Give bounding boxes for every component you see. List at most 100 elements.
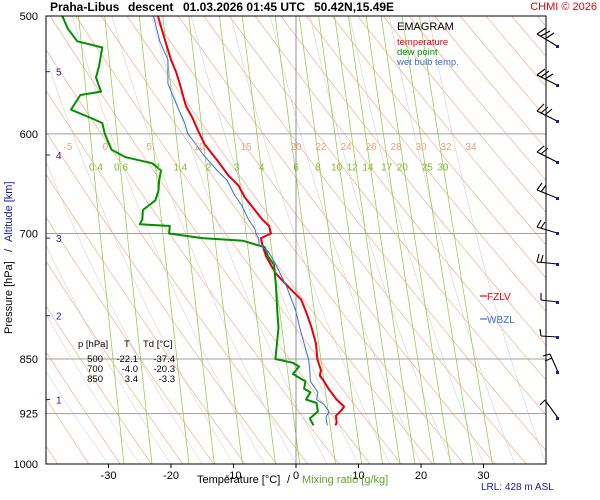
mixing-ratio-line bbox=[188, 16, 243, 464]
dry-adiabat bbox=[331, 16, 546, 279]
mixing-ratio-label: 4 bbox=[259, 162, 265, 173]
mixing-ratio-line bbox=[298, 16, 363, 464]
table-header-td: Td [°C] bbox=[143, 339, 173, 350]
dry-adiabat bbox=[229, 16, 546, 416]
x-tick-label: -10 bbox=[226, 470, 242, 482]
dry-adiabat bbox=[46, 260, 183, 464]
altitude-tick-label: 5 bbox=[56, 68, 62, 79]
dry-adiabat bbox=[126, 16, 465, 464]
dry-adiabat-label: 34 bbox=[465, 142, 477, 153]
dry-adiabat bbox=[408, 16, 546, 181]
dry-adiabat-label: 15 bbox=[240, 142, 252, 153]
wind-barb-10 bbox=[542, 353, 559, 374]
ylabel-left: Pressure [hPa] bbox=[3, 261, 15, 334]
moist-adiabat bbox=[349, 16, 484, 464]
tick-layer: -30 -20 -10 0 10 20 30500600700850925100012345… bbox=[14, 11, 490, 482]
dry-adiabat-label: 22 bbox=[315, 142, 327, 153]
mixing-ratio-line bbox=[274, 16, 336, 464]
dew-point-series bbox=[61, 16, 319, 426]
dry-adiabat-label: 32 bbox=[440, 142, 452, 153]
mixing-ratio-line bbox=[419, 16, 493, 464]
mixing-ratio-label: 30 bbox=[437, 162, 449, 173]
xlabel-temp: Temperature [°C] bbox=[197, 474, 280, 486]
dry-adiabat bbox=[177, 16, 527, 464]
pressure-tick-label: 1000 bbox=[14, 459, 38, 471]
mixing-ratio-label: 17 bbox=[381, 162, 393, 173]
table-header-p: p [hPa] bbox=[78, 339, 108, 350]
wbzl-marker: WBZL bbox=[480, 315, 515, 326]
pressure-tick-label: 850 bbox=[20, 354, 38, 366]
wind-barbs bbox=[536, 27, 559, 420]
legend-wet-bulb: wet bulb temp. bbox=[396, 57, 459, 68]
wbzl-label: WBZL bbox=[487, 315, 515, 326]
dry-adiabat bbox=[46, 397, 90, 464]
legend-temperature: temperature bbox=[397, 37, 448, 48]
table-row-700-p: 700 bbox=[87, 364, 103, 375]
dry-adiabat-label: 24 bbox=[340, 142, 352, 153]
dry-adiabat bbox=[280, 16, 546, 347]
dry-adiabat bbox=[434, 16, 546, 150]
dry-adiabat bbox=[152, 16, 496, 464]
mixing-ratio-label: 1.4 bbox=[173, 162, 187, 173]
dry-adiabat-label: 26 bbox=[365, 142, 377, 153]
table-row-850-td: -3.3 bbox=[159, 374, 175, 385]
mixing-ratio-label: 12 bbox=[347, 162, 359, 173]
header-datetime: 01.03.2026 01:45 UTC bbox=[183, 0, 305, 14]
moist-adiabat bbox=[46, 56, 234, 464]
x-tick-label: 20 bbox=[415, 470, 427, 482]
table-row-500-t: -22.1 bbox=[116, 354, 138, 365]
dry-adiabat-label: -5 bbox=[63, 142, 72, 153]
dry-adiabat bbox=[536, 16, 546, 27]
table-row-850-p: 850 bbox=[87, 374, 103, 385]
legend-dew-point: dew point bbox=[397, 47, 438, 58]
moist-adiabat bbox=[111, 16, 297, 464]
dry-adiabat bbox=[588, 16, 600, 464]
wind-barb-1 bbox=[536, 27, 559, 48]
mixing-ratio-line bbox=[348, 16, 416, 464]
sounding-table: p [hPa] T Td [°C] 500 -22.1 -37.4 700 -4… bbox=[78, 339, 175, 385]
header-copyright: CHMI © 2026 bbox=[530, 1, 597, 13]
wind-barb-3 bbox=[536, 103, 559, 123]
wind-barb-4 bbox=[536, 145, 559, 164]
table-header-t: T bbox=[124, 339, 130, 350]
moist-adiabat bbox=[46, 313, 141, 464]
mixing-ratio-line bbox=[401, 16, 474, 464]
dry-adiabat bbox=[46, 351, 121, 464]
header-station: Praha-Libus bbox=[50, 0, 120, 14]
xlabel-mix: Mixing ratio [g/kg] bbox=[302, 474, 388, 486]
table-row-700-t: -4.0 bbox=[122, 364, 138, 375]
mixing-ratio-line bbox=[104, 16, 153, 464]
mixing-ratio-line bbox=[241, 16, 301, 464]
altitude-tick-label: 2 bbox=[56, 312, 62, 323]
mixing-ratio-label: 10 bbox=[331, 162, 343, 173]
mixing-ratio-line bbox=[365, 16, 435, 464]
dry-adiabat bbox=[203, 16, 546, 452]
dry-adiabat bbox=[563, 16, 600, 464]
wind-barb-9 bbox=[539, 328, 559, 339]
dry-adiabat-label: 30 bbox=[415, 142, 427, 153]
temperature-series bbox=[156, 16, 346, 426]
dry-adiabat-label: 5 bbox=[146, 142, 152, 153]
pressure-tick-label: 500 bbox=[20, 11, 38, 23]
pressure-tick-label: 600 bbox=[20, 129, 38, 141]
moist-adiabat bbox=[388, 16, 516, 464]
altitude-tick-label: 3 bbox=[56, 234, 62, 245]
ylabel-right: Altitude [km] bbox=[3, 181, 15, 242]
mixing-ratio-label: 2 bbox=[206, 162, 212, 173]
legend-title: EMAGRAM bbox=[397, 21, 454, 33]
dry-adiabat bbox=[46, 305, 152, 464]
x-tick-label: 10 bbox=[352, 470, 364, 482]
mixing-ratio-line bbox=[78, 16, 125, 464]
x-tick-label: -20 bbox=[163, 470, 179, 482]
moist-adiabat bbox=[46, 161, 203, 464]
mixing-ratio-label: 1 bbox=[156, 162, 162, 173]
xlabel-sep: / bbox=[287, 474, 291, 486]
dry-adiabat bbox=[357, 16, 546, 246]
x-tick-label: -30 bbox=[101, 470, 117, 482]
mixing-ratio-label: 14 bbox=[362, 162, 374, 173]
mixing-ratio-line bbox=[219, 16, 276, 464]
mixing-ratio-label: 6 bbox=[293, 162, 299, 173]
wind-barb-7 bbox=[536, 253, 559, 266]
altitude-tick-label: 1 bbox=[56, 395, 62, 406]
moist-adiabat bbox=[46, 244, 172, 464]
